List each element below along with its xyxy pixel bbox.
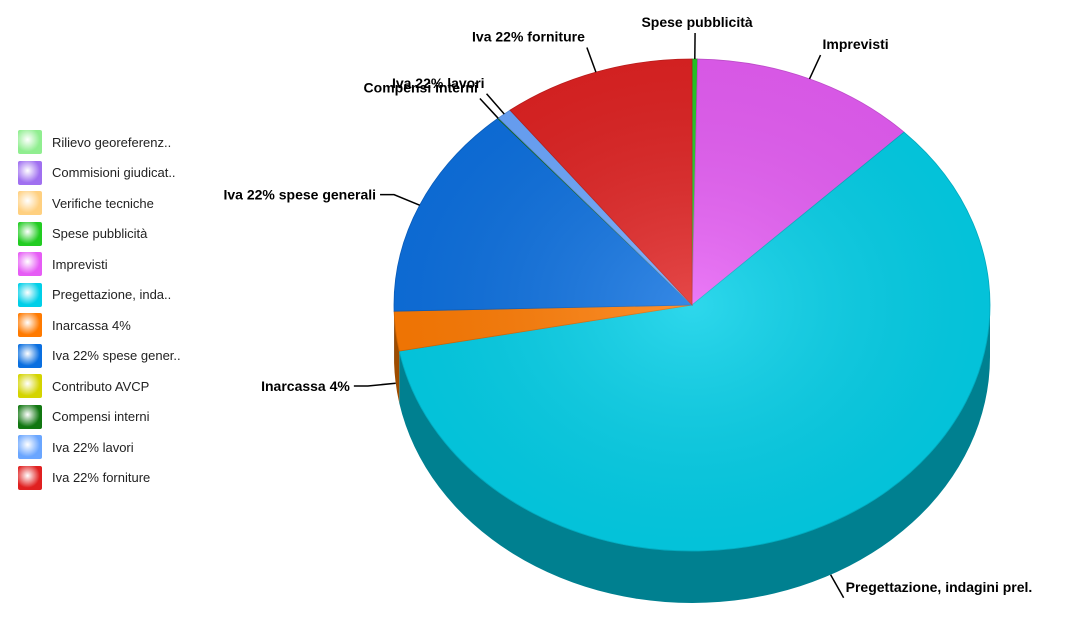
legend-label: Iva 22% lavori <box>52 439 134 455</box>
legend-label: Iva 22% spese gener.. <box>52 348 181 364</box>
slice-label: Compensi interni <box>364 79 478 95</box>
legend-item: Iva 22% spese gener.. <box>18 341 181 372</box>
legend-item: Rilievo georeferenz.. <box>18 127 181 158</box>
legend-label: Verifiche tecniche <box>52 195 154 211</box>
slice-label: Pregettazione, indagini prel. <box>846 579 1033 595</box>
legend-label: Rilievo georeferenz.. <box>52 134 172 150</box>
legend-label: Pregettazione, inda.. <box>52 287 172 303</box>
legend-item: Commisioni giudicat.. <box>18 158 181 189</box>
legend-swatch <box>18 435 42 460</box>
legend-swatch <box>18 191 42 216</box>
legend-item: Imprevisti <box>18 249 181 280</box>
callout-line <box>586 47 597 73</box>
callout-line <box>380 193 420 206</box>
legend-swatch <box>18 221 42 246</box>
legend-item: Inarcassa 4% <box>18 310 181 341</box>
slice-label: Imprevisti <box>823 36 889 52</box>
legend-swatch <box>18 465 42 490</box>
legend-swatch <box>18 160 42 185</box>
legend-item: Verifiche tecniche <box>18 188 181 219</box>
legend-swatch <box>18 404 42 429</box>
legend-swatch <box>18 252 42 277</box>
callout-line <box>479 97 499 119</box>
legend-swatch <box>18 313 42 338</box>
legend-label: Contributo AVCP <box>52 378 150 394</box>
legend-item: Pregettazione, inda.. <box>18 280 181 311</box>
legend-label: Iva 22% forniture <box>52 470 151 486</box>
legend-label: Imprevisti <box>52 256 108 272</box>
slice-label: Inarcassa 4% <box>261 378 350 394</box>
slice-label: Iva 22% forniture <box>472 29 585 45</box>
legend-item: Spese pubblicità <box>18 219 181 250</box>
legend-label: Compensi interni <box>52 409 150 425</box>
legend-swatch <box>18 130 42 155</box>
callout-line <box>353 382 396 387</box>
legend-label: Commisioni giudicat.. <box>52 165 176 181</box>
callout-line <box>829 574 845 599</box>
slice-label: Iva 22% spese generali <box>223 187 376 203</box>
slice-label: Spese pubblicità <box>641 14 752 30</box>
callout-line <box>808 54 822 80</box>
legend-swatch <box>18 343 42 368</box>
legend-item: Compensi interni <box>18 402 181 433</box>
legend-swatch <box>18 282 42 307</box>
slice-label: Iva 22% lavori <box>392 75 485 91</box>
legend-label: Spese pubblicità <box>52 226 148 242</box>
legend-item: Iva 22% forniture <box>18 463 181 494</box>
legend-swatch <box>18 374 42 399</box>
legend-item: Iva 22% lavori <box>18 432 181 463</box>
legend-label: Inarcassa 4% <box>52 317 131 333</box>
legend-item: Contributo AVCP <box>18 371 181 402</box>
callout-line <box>486 93 505 115</box>
legend: Rilievo georeferenz.. Commisioni giudicat… <box>18 127 181 493</box>
